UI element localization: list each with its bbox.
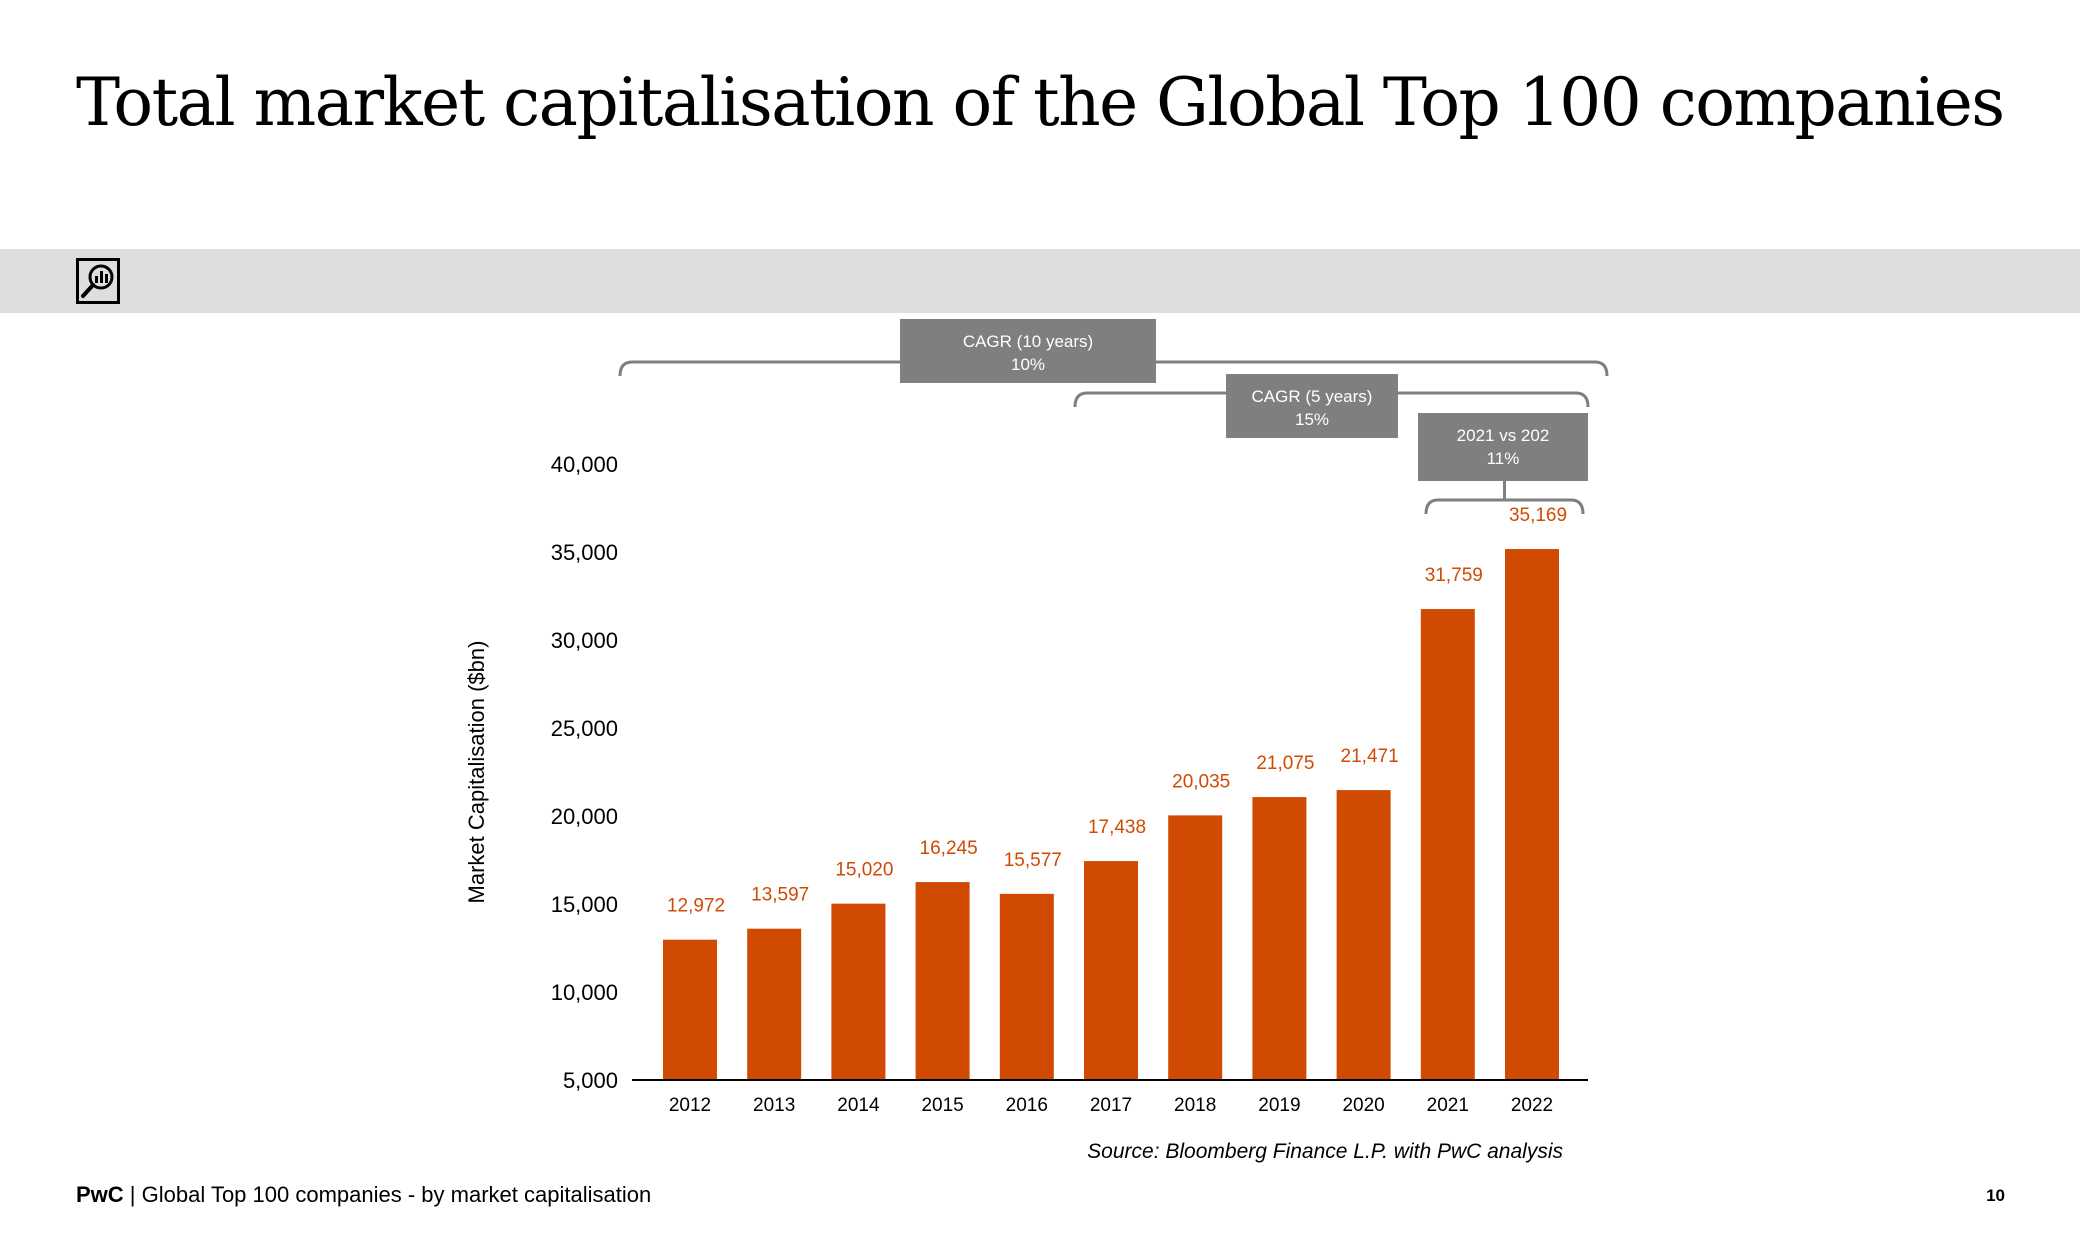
x-tick-label-2015: 2015 xyxy=(921,1095,963,1116)
data-label-2012: 12,972 xyxy=(667,896,725,917)
data-label-2016: 15,577 xyxy=(1004,850,1062,871)
bar-2012 xyxy=(663,939,717,1080)
footer-text: Global Top 100 companies - by market cap… xyxy=(141,1182,652,1207)
data-label-2020: 21,471 xyxy=(1341,746,1399,767)
y-tick-label: 10,000 xyxy=(551,980,618,1005)
bar-2013 xyxy=(747,928,802,1080)
data-label-2021: 31,759 xyxy=(1425,565,1483,586)
bar-2018 xyxy=(1168,815,1223,1080)
callout-value-1: 10% xyxy=(1011,355,1045,374)
callout-box-1 xyxy=(900,319,1156,383)
y-tick-label: 35,000 xyxy=(551,540,618,565)
data-label-2017: 17,438 xyxy=(1088,817,1146,838)
x-tick-label-2022: 2022 xyxy=(1511,1095,1553,1116)
page-title: Total market capitalisation of the Globa… xyxy=(76,64,2005,141)
data-label-2018: 20,035 xyxy=(1172,771,1230,792)
header-band xyxy=(0,249,2080,313)
callout-value-3: 11% xyxy=(1487,449,1520,468)
bar-2021 xyxy=(1420,609,1475,1080)
source-note: Source: Bloomberg Finance L.P. with PwC … xyxy=(1087,1140,1563,1163)
bar-2014 xyxy=(831,903,886,1080)
x-tick-label-2016: 2016 xyxy=(1006,1095,1048,1116)
x-tick-label-2017: 2017 xyxy=(1090,1095,1132,1116)
bar-2019 xyxy=(1252,797,1307,1080)
callout-box-2 xyxy=(1226,374,1398,438)
data-label-2013: 13,597 xyxy=(751,885,809,906)
x-tick-label-2013: 2013 xyxy=(753,1095,795,1116)
x-tick-label-2014: 2014 xyxy=(837,1095,880,1116)
footer: PwC | Global Top 100 companies - by mark… xyxy=(76,1182,651,1208)
callout-box-3 xyxy=(1418,413,1588,481)
footer-separator: | xyxy=(123,1182,142,1207)
data-label-2022: 35,169 xyxy=(1509,505,1567,526)
callout-label-3: 2021 vs 202 xyxy=(1457,426,1550,445)
data-label-2019: 21,075 xyxy=(1256,753,1314,774)
bar-2020 xyxy=(1336,790,1391,1080)
data-label-2015: 16,245 xyxy=(920,838,978,859)
y-tick-label: 5,000 xyxy=(563,1068,618,1093)
page-number: 10 xyxy=(1986,1186,2005,1205)
callout-label-2: CAGR (5 years) xyxy=(1252,387,1373,406)
x-tick-label-2020: 2020 xyxy=(1342,1095,1384,1116)
y-tick-label: 40,000 xyxy=(551,452,618,477)
x-tick-label-2019: 2019 xyxy=(1258,1095,1300,1116)
data-label-2014: 15,020 xyxy=(835,860,893,881)
footer-brand: PwC xyxy=(76,1182,124,1207)
magnifier-chart-icon xyxy=(76,258,120,304)
x-tick-label-2012: 2012 xyxy=(669,1095,711,1116)
callout-value-2: 15% xyxy=(1295,410,1329,429)
bar-2015 xyxy=(915,882,970,1080)
y-tick-label: 15,000 xyxy=(551,892,618,917)
bar-2016 xyxy=(999,893,1054,1080)
y-axis-title: Market Capitalisation ($bn) xyxy=(464,641,489,904)
bar-2022 xyxy=(1505,549,1559,1080)
x-tick-label-2021: 2021 xyxy=(1427,1095,1469,1116)
callout-label-1: CAGR (10 years) xyxy=(963,332,1093,351)
bar-2017 xyxy=(1084,861,1138,1080)
x-tick-label-2018: 2018 xyxy=(1174,1095,1216,1116)
y-tick-label: 30,000 xyxy=(551,628,618,653)
y-tick-label: 25,000 xyxy=(551,716,618,741)
y-tick-label: 20,000 xyxy=(551,804,618,829)
